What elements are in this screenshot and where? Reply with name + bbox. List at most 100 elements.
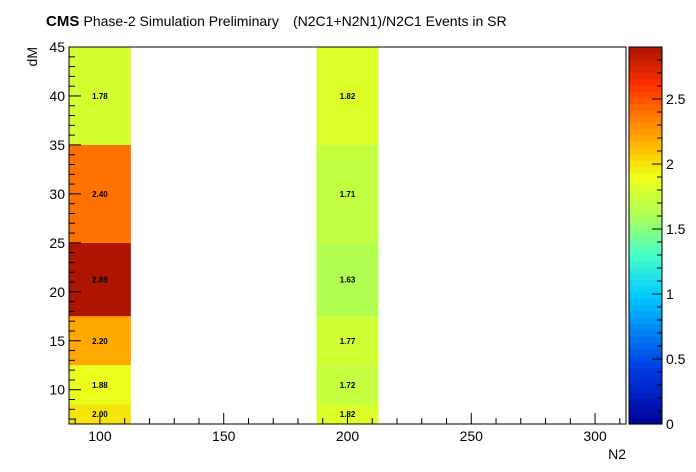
title-row: CMS Phase-2 Simulation Preliminary (N2C1… [46, 13, 507, 30]
x-axis-label: N2 [608, 446, 626, 462]
palette-segment [629, 317, 662, 325]
palette-segment [629, 398, 662, 406]
palette-segment [629, 53, 662, 61]
palette-segment [629, 109, 662, 117]
heatmap-cell [69, 365, 131, 405]
palette-segment [629, 266, 662, 274]
heatmap-cell [69, 242, 131, 317]
palette-segment [629, 128, 662, 136]
y-tick-label: 10 [49, 382, 65, 398]
palette-segment [629, 197, 662, 205]
palette-segment [629, 417, 662, 425]
palette-segment [629, 65, 662, 73]
subtitle-label: Phase-2 Simulation Preliminary [83, 13, 279, 29]
palette-segment [629, 361, 662, 369]
palette-segment [629, 166, 662, 174]
cell-value-label: 1.77 [340, 337, 356, 346]
cell-value-label: 2.89 [92, 276, 108, 285]
palette-tick-label: 0.5 [666, 351, 686, 367]
palette-segment [629, 103, 662, 111]
palette-segment [629, 373, 662, 381]
palette-tick-label: 2.5 [666, 91, 686, 107]
palette-segment [629, 84, 662, 92]
palette-segment [629, 90, 662, 98]
y-axis-label: dM [24, 47, 40, 66]
y-tick-label: 20 [49, 284, 65, 300]
x-tick-label: 200 [336, 428, 360, 444]
x-tick-label: 250 [460, 428, 484, 444]
palette-segment [629, 72, 662, 80]
cell-value-label: 1.78 [92, 92, 108, 101]
palette-segment [629, 147, 662, 155]
palette-tick-label: 1.5 [666, 221, 686, 237]
y-tick-label: 25 [49, 235, 65, 251]
palette-segment [629, 78, 662, 86]
cell-value-label: 2.20 [92, 337, 108, 346]
palette-segment [629, 380, 662, 387]
cell-value-label: 1.82 [340, 92, 356, 101]
palette-segment [629, 216, 662, 224]
palette-segment [629, 329, 662, 337]
palette-segment [629, 273, 662, 281]
x-tick-label: 300 [583, 428, 607, 444]
palette-segment [629, 210, 662, 218]
palette-segment [629, 235, 662, 243]
palette-segment [629, 298, 662, 306]
palette-segment [629, 279, 662, 287]
palette-segment [629, 323, 662, 331]
y-tick-label: 45 [49, 39, 65, 55]
heatmap-cell [316, 144, 379, 243]
palette-segment [629, 310, 662, 318]
palette-segment [629, 222, 662, 230]
cell-value-label: 1.71 [340, 190, 356, 199]
heatmap-cell [316, 47, 379, 145]
palette-segment [629, 178, 662, 186]
palette-segment [629, 260, 662, 268]
plot-title: (N2C1+N2N1)/N2C1 Events in SR [293, 13, 507, 29]
palette-segment [629, 59, 662, 67]
cell-value-label: 2.40 [92, 190, 108, 199]
heatmap-cell [316, 316, 379, 366]
palette-segment [629, 47, 662, 54]
palette-segment [629, 285, 662, 293]
palette-segment [629, 248, 662, 255]
palette-segment [629, 405, 662, 413]
palette-frame [628, 46, 663, 425]
palette-segment [629, 229, 662, 237]
palette-segment [629, 292, 662, 299]
x-tick-label: 100 [88, 428, 112, 444]
heatmap-cell [316, 365, 379, 405]
cell-value-label: 1.72 [340, 381, 356, 390]
y-tick-label: 40 [49, 88, 65, 104]
palette-segment [629, 122, 662, 130]
palette-segment [629, 354, 662, 362]
palette-segment [629, 411, 662, 419]
palette-segment [629, 386, 662, 394]
heatmap-cell [316, 242, 379, 317]
palette-segment [629, 204, 662, 211]
palette-segment [629, 191, 662, 199]
palette-tick-label: 2 [666, 156, 674, 172]
palette-tick-label: 0 [666, 416, 674, 432]
y-tick-label: 35 [49, 137, 65, 153]
palette-tick-label: 1 [666, 286, 674, 302]
palette-segment [629, 304, 662, 312]
experiment-label: CMS [46, 13, 80, 30]
palette-segment [629, 392, 662, 400]
palette-segment [629, 172, 662, 180]
cell-value-label: 1.63 [340, 276, 356, 285]
palette-segment [629, 160, 662, 167]
palette-segment [629, 342, 662, 350]
cell-value-label: 1.88 [92, 381, 108, 390]
palette-segment [629, 153, 662, 161]
palette-segment [629, 97, 662, 105]
x-tick-label: 150 [212, 428, 236, 444]
palette-segment [629, 141, 662, 149]
palette-segment [629, 348, 662, 356]
y-tick-label: 15 [49, 333, 65, 349]
palette-segment [629, 336, 662, 343]
palette-segment [629, 367, 662, 375]
palette-segment [629, 254, 662, 262]
palette-segment [629, 134, 662, 142]
